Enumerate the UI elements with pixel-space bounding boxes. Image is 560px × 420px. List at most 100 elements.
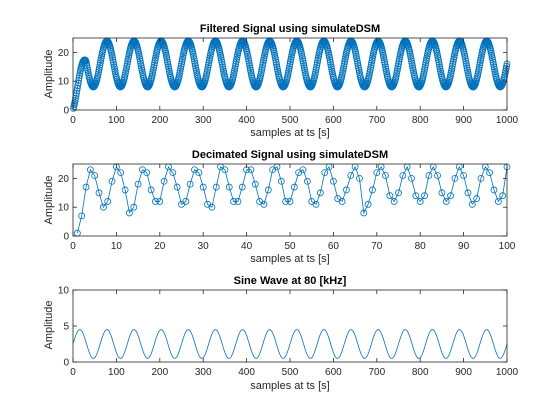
data-point [395, 55, 403, 63]
data-point [71, 97, 79, 104]
x-tick-label: 100 [108, 367, 125, 378]
data-point [219, 65, 227, 73]
data-point [462, 57, 470, 65]
x-tick-label: 900 [455, 367, 472, 378]
x-tick-label: 300 [195, 367, 212, 378]
data-point [205, 61, 212, 69]
data-point [368, 57, 376, 64]
data-point [172, 83, 179, 91]
data-point [190, 53, 198, 60]
data-point [489, 56, 497, 64]
data-point [416, 198, 424, 205]
series-group [73, 329, 508, 359]
x-tick-label: 700 [368, 367, 385, 378]
data-point [190, 55, 198, 63]
data-point [408, 62, 416, 70]
data-point [110, 63, 118, 71]
x-tick-label: 700 [368, 115, 385, 126]
data-point [299, 166, 307, 174]
x-tick-label: 100 [499, 241, 516, 252]
data-point [137, 59, 145, 67]
series-group [70, 37, 511, 112]
data-point [382, 172, 389, 179]
data-point [273, 61, 280, 68]
data-point [75, 76, 83, 84]
data-point [436, 63, 444, 71]
data-point [282, 198, 290, 205]
data-point [130, 203, 138, 211]
data-point [152, 198, 159, 205]
data-point [490, 186, 498, 194]
data-point [369, 186, 376, 194]
data-point [111, 65, 119, 73]
data-point [134, 180, 142, 188]
data-point [434, 54, 442, 62]
y-axis-label: Amplitude [43, 301, 55, 350]
data-point [96, 63, 103, 71]
data-point [367, 61, 375, 69]
data-point [176, 67, 184, 75]
data-point [287, 58, 294, 66]
data-point [499, 192, 507, 200]
data-point [352, 53, 360, 60]
data-point [421, 192, 428, 200]
data-point [147, 186, 155, 194]
data-point [82, 183, 90, 191]
x-axis-label: samples at ts [s] [250, 253, 329, 265]
y-tick-label: 10 [58, 77, 70, 88]
data-point [313, 61, 321, 69]
data-point [191, 57, 198, 65]
data-point [435, 56, 442, 64]
data-point [117, 83, 125, 91]
data-point [182, 198, 190, 205]
x-tick-label: 1000 [496, 367, 519, 378]
data-point [339, 65, 347, 72]
data-point [438, 189, 446, 197]
y-tick-label: 0 [63, 358, 69, 369]
data-point [160, 177, 168, 185]
x-tick-label: 200 [151, 367, 168, 378]
y-axis-label: Amplitude [43, 50, 55, 99]
y-tick-label: 0 [63, 232, 69, 243]
data-point [238, 183, 246, 191]
data-point [290, 183, 298, 191]
data-point [463, 64, 471, 72]
subplot-decimated: Decimated Signal using simulateDSM sampl… [43, 149, 516, 265]
data-point [449, 60, 457, 68]
data-point [108, 177, 116, 185]
data-point [163, 54, 171, 62]
data-point [218, 61, 226, 68]
data-point [136, 57, 144, 65]
data-point [449, 58, 457, 66]
data-point [165, 65, 173, 73]
data-point [448, 62, 456, 70]
x-tick-label: 50 [284, 241, 296, 252]
data-point [73, 87, 81, 95]
data-point [390, 198, 398, 205]
data-point [313, 59, 321, 67]
data-point [328, 65, 336, 73]
data-point [286, 60, 294, 68]
data-point [353, 55, 361, 63]
data-point [313, 63, 320, 71]
data-point [394, 62, 402, 70]
data-point [178, 55, 186, 63]
data-point [123, 60, 131, 68]
data-point [259, 59, 267, 67]
data-point [110, 61, 118, 68]
data-point [258, 66, 266, 74]
data-point [373, 169, 381, 177]
y-tick-label: 20 [58, 174, 70, 185]
x-tick-label: 60 [328, 241, 340, 252]
series-line [76, 165, 508, 234]
data-point [300, 64, 308, 72]
data-point [277, 177, 285, 185]
data-point [109, 54, 116, 62]
data-point [436, 65, 444, 73]
x-tick-label: 400 [238, 367, 255, 378]
data-point [321, 169, 329, 177]
data-point [217, 54, 225, 62]
data-point [272, 58, 280, 66]
data-point [389, 83, 396, 91]
